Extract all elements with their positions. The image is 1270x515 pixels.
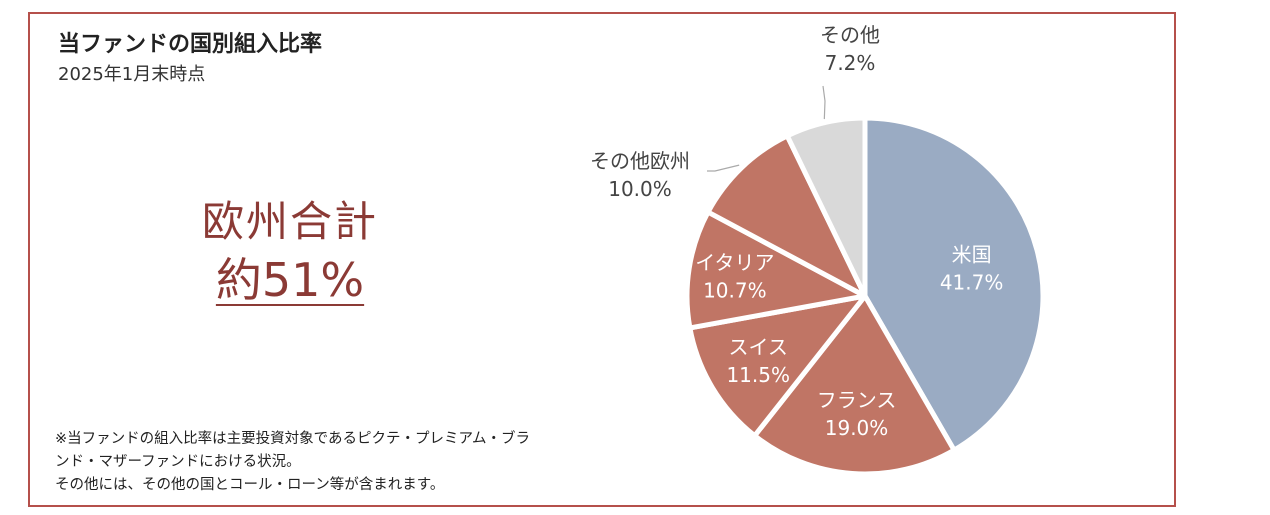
footnote-line: その他には、その他の国とコール・ローン等が含まれます。 bbox=[55, 477, 445, 493]
footnote-line: ンド・マザーファンドにおける状況。 bbox=[55, 454, 301, 470]
slice-value-label: 7.2% bbox=[825, 51, 876, 75]
europe-total-value: 約51% bbox=[215, 253, 365, 307]
pie-slice bbox=[705, 133, 868, 299]
footnote-line: ※当ファンドの組入比率は主要投資対象であるピクテ・プレミアム・ブラ bbox=[55, 431, 530, 447]
chart-frame bbox=[28, 12, 1176, 507]
slice-label: 米国 bbox=[952, 242, 992, 266]
leader-line bbox=[822, 85, 826, 120]
footnotes: ※当ファンドの組入比率は主要投資対象であるピクテ・プレミアム・ブラ ンド・マザー… bbox=[55, 428, 615, 497]
slice-label: その他 bbox=[820, 23, 880, 47]
chart-title: 当ファンドの国別組入比率 bbox=[58, 32, 323, 57]
pie-slice bbox=[784, 115, 868, 299]
pie-slice bbox=[752, 293, 957, 477]
slice-value-label: 11.5% bbox=[726, 363, 790, 387]
slice-value-label: 10.0% bbox=[608, 177, 672, 201]
slice-label: その他欧州 bbox=[590, 149, 690, 173]
as-of-date: 2025年1月末時点 bbox=[58, 64, 206, 85]
slice-value-label: 19.0% bbox=[825, 416, 889, 440]
slice-label: イタリア bbox=[695, 251, 774, 275]
slice-label: スイス bbox=[729, 335, 788, 359]
slice-label: フランス bbox=[817, 388, 897, 412]
slice-value-label: 41.7% bbox=[940, 270, 1004, 294]
pie-slice bbox=[687, 293, 868, 439]
pie-slice bbox=[862, 115, 1046, 453]
pie-slice bbox=[684, 209, 868, 331]
leader-line bbox=[707, 164, 740, 172]
slice-value-label: 10.7% bbox=[703, 279, 767, 303]
europe-total-label: 欧州合計 bbox=[201, 197, 378, 246]
